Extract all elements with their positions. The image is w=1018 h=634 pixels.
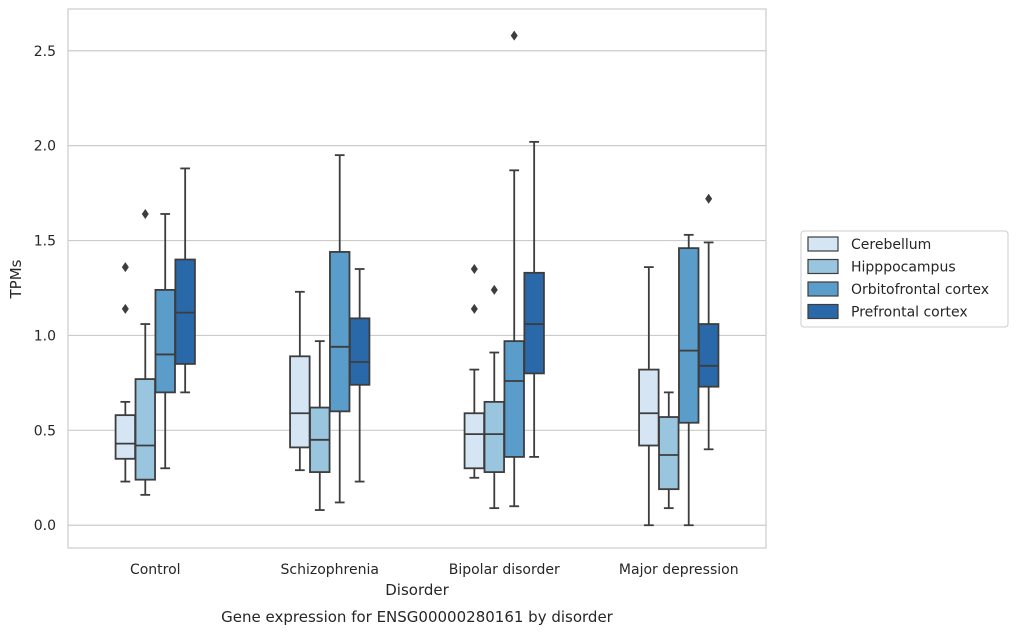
box-1-1 xyxy=(309,340,331,511)
box-iqr xyxy=(503,340,525,458)
outlier-point xyxy=(705,193,713,204)
legend-items: Cerebellum Hipppocampus Orbitofrontal cort… xyxy=(807,236,989,321)
legend-swatch xyxy=(807,236,839,252)
box-iqr xyxy=(523,271,545,375)
legend-label: Hipppocampus xyxy=(851,260,956,276)
box-iqr xyxy=(463,412,486,470)
box-iqr xyxy=(289,355,311,449)
box-2-3 xyxy=(678,233,700,527)
y-tick-label: 1.0 xyxy=(34,328,56,344)
x-tick-label: Bipolar disorder xyxy=(449,562,560,578)
x-tick-label: Schizophrenia xyxy=(281,562,379,578)
box-3-2 xyxy=(523,140,545,458)
outlier-point xyxy=(470,264,478,275)
legend: Cerebellum Hipppocampus Orbitofrontal cort… xyxy=(800,230,1009,328)
box-2-2 xyxy=(503,30,525,508)
outlier-point xyxy=(121,262,129,273)
legend-frame xyxy=(800,230,1009,328)
y-axis-label: TPMs xyxy=(7,259,25,299)
chart-caption: Gene expression for ENSG00000280161 by d… xyxy=(221,608,614,626)
box-0-0 xyxy=(114,262,137,483)
x-tick-labels: Control Schizophrenia Bipolar disorder Majo… xyxy=(130,562,739,578)
box-iqr xyxy=(678,247,700,424)
legend-label: Orbitofrontal cortex xyxy=(851,282,989,298)
y-tick-label: 1.5 xyxy=(34,234,56,250)
x-tick-label: Control xyxy=(130,562,181,578)
legend-label: Prefrontal cortex xyxy=(851,305,968,321)
x-axis-label: Disorder xyxy=(385,581,449,599)
outlier-point xyxy=(490,284,498,295)
box-0-1 xyxy=(289,290,311,472)
box-iqr xyxy=(638,368,660,447)
y-tick-label: 2.5 xyxy=(34,44,56,60)
box-iqr xyxy=(483,400,505,473)
box-iqr xyxy=(174,258,196,365)
box-1-3 xyxy=(658,391,680,510)
box-0-3 xyxy=(638,266,660,527)
box-iqr xyxy=(348,317,371,386)
box-iqr xyxy=(134,378,156,481)
box-1-2 xyxy=(483,284,505,510)
legend-swatch xyxy=(807,281,839,297)
y-tick-labels: 0.0 0.5 1.0 1.5 2.0 2.5 xyxy=(34,44,56,534)
legend-swatch xyxy=(807,303,839,320)
box-groups xyxy=(114,30,720,527)
plot-area-frame xyxy=(67,8,767,549)
legend-item: Cerebellum xyxy=(807,236,931,253)
box-iqr xyxy=(658,416,680,491)
outlier-point xyxy=(141,208,149,219)
outlier-point xyxy=(121,303,129,314)
box-iqr xyxy=(114,414,137,460)
box-1-0 xyxy=(134,208,156,496)
box-iqr xyxy=(154,288,176,394)
y-tick-label: 0.5 xyxy=(34,423,56,439)
y-tick-label: 0.0 xyxy=(34,518,56,534)
box-2-1 xyxy=(329,154,351,504)
box-iqr xyxy=(697,323,720,388)
box-3-3 xyxy=(697,193,720,451)
legend-item: Hipppocampus xyxy=(807,258,956,276)
y-tick-label: 2.0 xyxy=(34,139,56,155)
outlier-point xyxy=(510,30,518,41)
legend-label: Cerebellum xyxy=(851,237,931,253)
x-tick-label: Major depression xyxy=(619,562,739,578)
legend-item: Orbitofrontal cortex xyxy=(807,281,989,298)
legend-swatch xyxy=(807,258,839,275)
box-3-0 xyxy=(174,167,196,394)
legend-item: Prefrontal cortex xyxy=(807,303,968,321)
box-iqr xyxy=(329,251,351,413)
box-0-2 xyxy=(463,264,486,479)
box-3-1 xyxy=(348,268,371,483)
outlier-point xyxy=(470,303,478,314)
